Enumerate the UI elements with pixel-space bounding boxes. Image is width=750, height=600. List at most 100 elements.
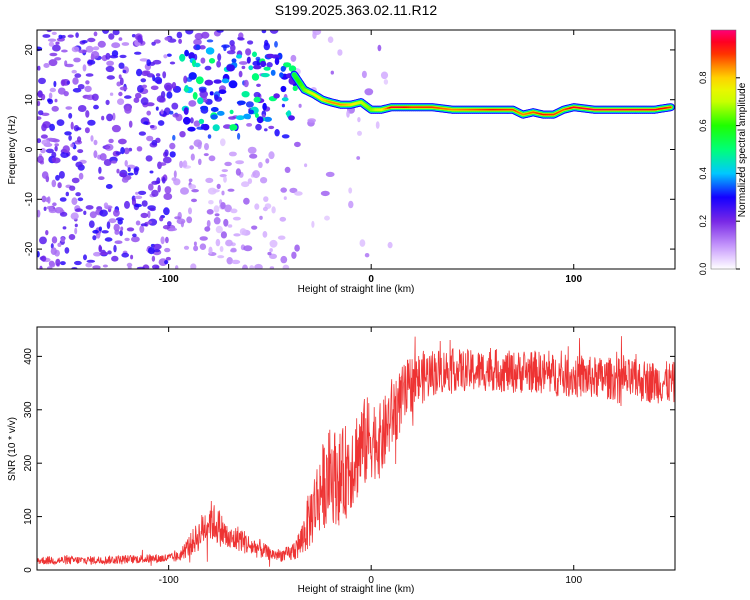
snr-xtick-label: 0 xyxy=(368,575,374,586)
spectrogram-noise-blob xyxy=(140,97,149,106)
spectrogram-noise-blob xyxy=(81,40,88,44)
spectrogram-noise-blob xyxy=(175,265,179,269)
spectrogram-noise-blob xyxy=(216,60,222,68)
spectrogram-noise-blob xyxy=(124,106,132,114)
spectrogram-noise-blob xyxy=(182,161,186,168)
spectrogram-noise-blob xyxy=(145,155,153,162)
spectrogram-noise-blob xyxy=(41,195,47,203)
spectrogram-noise-blob xyxy=(62,226,67,230)
spectrogram-noise-blob xyxy=(148,218,158,226)
spectrogram-noise-blob xyxy=(71,177,80,184)
spectrogram-noise-blob xyxy=(49,261,56,268)
spectrogram-noise-blob xyxy=(83,210,87,215)
spectrogram-noise-blob xyxy=(230,249,237,253)
spectrogram-noise-blob xyxy=(204,143,209,151)
spectrogram-noise-blob xyxy=(118,62,125,69)
spectrogram-cluster-blob xyxy=(235,115,245,121)
spectrogram-noise-blob xyxy=(74,73,82,78)
spectrogram-noise-blob xyxy=(41,112,50,117)
spectrogram-noise-blob xyxy=(56,37,65,42)
spectrogram-noise-blob xyxy=(99,153,107,161)
spectrogram-noise-blob xyxy=(127,172,134,176)
spectrogram-noise-blob xyxy=(124,95,132,99)
spectrogram-xtick-label: 100 xyxy=(565,274,582,285)
snr-ticks: -100 0 100 0 100 200 300 400 xyxy=(23,327,675,586)
spectrogram-noise-blob xyxy=(131,34,136,38)
spectrogram-noise-blob xyxy=(269,266,275,269)
spectrogram-noise-blob xyxy=(189,145,195,150)
spectrogram-cluster-blob xyxy=(179,53,186,62)
spectrogram-noise-blob xyxy=(228,116,237,120)
spectrogram-noise-blob xyxy=(64,247,70,254)
spectrogram-noise-blob xyxy=(208,155,216,162)
spectrogram-noise-blob xyxy=(57,182,62,189)
spectrogram-noise-blob xyxy=(183,245,190,250)
spectrogram-cluster-blob xyxy=(208,58,216,64)
spectrogram-noise-blob xyxy=(151,41,156,46)
spectrogram-cluster-blob xyxy=(248,65,254,71)
spectrogram-noise-blob xyxy=(69,185,76,191)
spectrogram-noise-blob xyxy=(146,135,154,142)
spectrogram-ytick-label: 10 xyxy=(24,94,35,106)
spectrogram-ytick-label: -10 xyxy=(24,192,35,207)
spectrogram-noise-blob xyxy=(135,92,142,99)
spectrogram-noise-blob xyxy=(206,209,214,215)
spectrogram-noise-blob xyxy=(251,225,258,230)
spectrogram-noise-blob xyxy=(223,218,229,227)
spectrogram-noise-blob xyxy=(103,159,112,166)
spectrogram-noise-blob xyxy=(235,168,241,176)
spectrogram-noise-blob xyxy=(71,46,80,53)
snr-xtick-label: -100 xyxy=(159,575,179,586)
spectrogram-noise-blob xyxy=(162,225,171,230)
spectrogram-noise-blob xyxy=(139,225,145,233)
spectrogram-noise-blob xyxy=(85,205,94,210)
spectrogram-noise-blob xyxy=(67,34,74,38)
spectrogram-noise-blob xyxy=(330,70,334,75)
spectrogram-noise-blob xyxy=(238,32,244,39)
spectrogram-noise-blob xyxy=(155,106,159,111)
spectrogram-cluster-blob xyxy=(273,93,280,99)
spectrogram-noise-blob xyxy=(224,204,232,213)
spectrogram-noise-blob xyxy=(42,121,51,129)
spectrogram-noise-blob xyxy=(188,178,193,183)
spectrogram-noise-blob xyxy=(237,132,241,140)
spectrogram-noise-blob xyxy=(241,65,246,70)
spectrogram-noise-blob xyxy=(51,157,61,164)
spectrogram-noise-blob xyxy=(194,32,204,40)
spectrogram-noise-blob xyxy=(49,52,58,57)
spectrogram-noise-blob xyxy=(149,170,154,174)
spectrogram-noise-blob xyxy=(193,241,197,246)
spectrogram-noise-blob xyxy=(147,247,155,255)
spectrogram-noise-blob xyxy=(135,191,139,195)
spectrogram-noise-blob xyxy=(101,115,105,121)
spectrogram-noise-blob xyxy=(119,86,128,91)
spectrogram-noise-blob xyxy=(128,120,133,128)
spectrogram-cluster-blob xyxy=(217,110,225,116)
spectrogram-noise-blob xyxy=(93,31,98,37)
spectrogram-noise-blob xyxy=(65,106,73,110)
spectrogram-noise-blob xyxy=(312,30,322,36)
spectrogram-noise-blob xyxy=(241,181,250,188)
spectrogram-cluster-blob xyxy=(195,76,204,85)
spectrogram-noise-blob xyxy=(98,166,102,174)
spectrogram-cluster-blob xyxy=(251,73,260,81)
spectrogram-noise-blob xyxy=(261,30,267,34)
spectrogram-noise-blob xyxy=(361,70,367,79)
spectrogram-noise-blob xyxy=(188,100,197,107)
spectrogram-noise-blob xyxy=(108,33,115,40)
spectrogram-noise-blob xyxy=(163,207,170,216)
spectrogram-noise-blob xyxy=(221,190,225,196)
spectrogram-noise-blob xyxy=(37,209,41,218)
spectrogram-noise-blob xyxy=(85,262,93,268)
spectrogram-noise-blob xyxy=(136,68,143,77)
spectrogram-noise-blob xyxy=(60,261,66,266)
spectrogram-noise-blob xyxy=(294,141,301,148)
spectrogram-noise-blob xyxy=(75,32,79,38)
spectrogram-noise-blob xyxy=(226,257,233,265)
spectrogram-noise-blob xyxy=(54,145,58,152)
spectrogram-noise-blob xyxy=(68,112,73,119)
spectrogram-noise-blob xyxy=(166,53,172,57)
spectrogram-noise-blob xyxy=(214,94,219,100)
spectrogram-noise-blob xyxy=(93,251,102,257)
spectrogram-noise-blob xyxy=(104,146,111,149)
